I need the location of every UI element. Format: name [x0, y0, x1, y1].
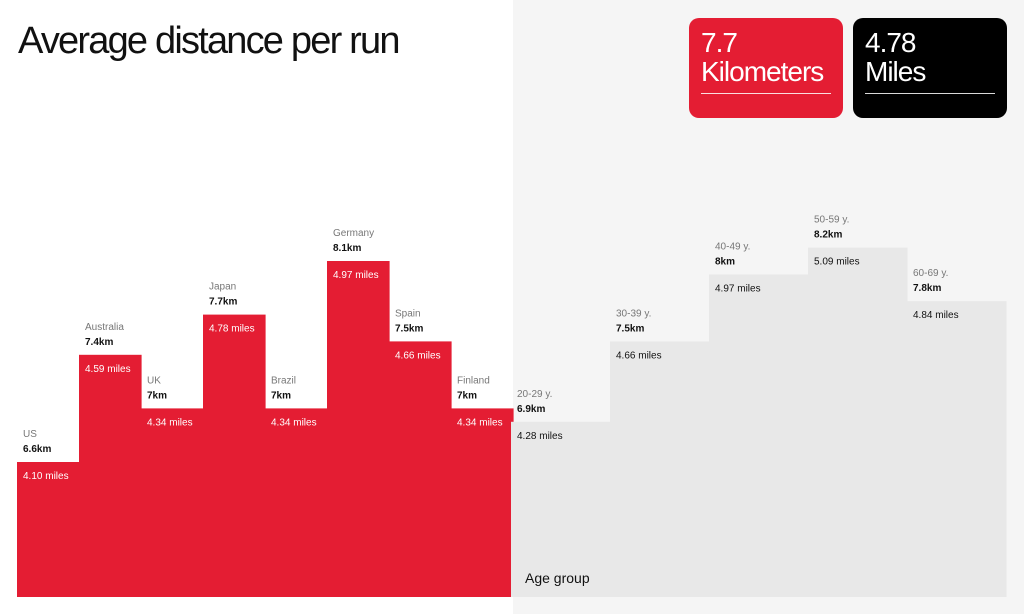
miles-value: 4.78 — [865, 27, 917, 58]
country-miles-label: 4.78 miles — [209, 324, 255, 335]
country-category-label: Finland — [457, 375, 490, 386]
country-km-label: 7km — [147, 390, 167, 401]
country-category-label: US — [23, 429, 37, 440]
kilometers-card: 7.7 Kilometers — [689, 18, 843, 118]
country-km-label: 7.5km — [395, 323, 423, 334]
country-bar — [141, 408, 204, 597]
age-km-label: 8.2km — [814, 230, 842, 241]
kilometers-divider — [701, 93, 831, 94]
country-km-label: 8.1km — [333, 243, 361, 254]
country-km-label: 7km — [457, 390, 477, 401]
age-km-label: 6.9km — [517, 404, 545, 415]
age-miles-label: 4.28 miles — [517, 431, 563, 442]
country-km-label: 7.4km — [85, 337, 113, 348]
age-category-label: 20-29 y. — [517, 389, 552, 400]
miles-card: 4.78 Miles — [853, 18, 1007, 118]
country-miles-label: 4.34 miles — [271, 417, 317, 428]
country-km-label: 6.6km — [23, 444, 51, 455]
country-category-label: Australia — [85, 322, 124, 333]
age-km-label: 7.5km — [616, 323, 644, 334]
age-miles-label: 4.66 miles — [616, 350, 662, 361]
miles-unit: Miles — [865, 56, 926, 87]
country-category-label: Spain — [395, 308, 421, 319]
age-group-title: Age group — [525, 570, 590, 586]
country-category-label: UK — [147, 375, 161, 386]
country-bar — [17, 462, 80, 597]
age-bar — [511, 421, 611, 597]
country-miles-label: 4.10 miles — [23, 471, 69, 482]
country-bar — [327, 261, 390, 597]
country-bar — [451, 408, 514, 597]
country-category-label: Brazil — [271, 375, 296, 386]
country-miles-label: 4.66 miles — [395, 350, 441, 361]
country-bar — [389, 341, 452, 597]
country-miles-label: 4.34 miles — [147, 417, 193, 428]
age-category-label: 50-59 y. — [814, 215, 849, 226]
page-title: Average distance per run — [18, 20, 401, 62]
age-miles-label: 4.97 miles — [715, 283, 761, 294]
country-category-label: Germany — [333, 228, 374, 239]
age-category-label: 30-39 y. — [616, 308, 651, 319]
kilometers-unit: Kilometers — [701, 56, 824, 87]
age-bar — [907, 301, 1007, 597]
country-bar — [265, 408, 328, 597]
age-km-label: 7.8km — [913, 283, 941, 294]
age-km-label: 8km — [715, 256, 735, 267]
country-miles-label: 4.34 miles — [457, 417, 503, 428]
age-miles-label: 4.84 miles — [913, 310, 959, 321]
country-km-label: 7.7km — [209, 297, 237, 308]
age-bar — [808, 247, 908, 597]
age-bar — [610, 341, 710, 597]
country-bar — [203, 314, 266, 597]
kilometers-value: 7.7 — [701, 27, 738, 58]
country-category-label: Japan — [209, 282, 236, 293]
age-category-label: 60-69 y. — [913, 268, 948, 279]
age-category-label: 40-49 y. — [715, 241, 750, 252]
miles-divider — [865, 93, 995, 94]
age-bar — [709, 274, 809, 597]
country-km-label: 7km — [271, 390, 291, 401]
country-miles-label: 4.59 miles — [85, 364, 131, 375]
country-bar — [79, 354, 142, 597]
age-miles-label: 5.09 miles — [814, 257, 860, 268]
country-miles-label: 4.97 miles — [333, 270, 379, 281]
